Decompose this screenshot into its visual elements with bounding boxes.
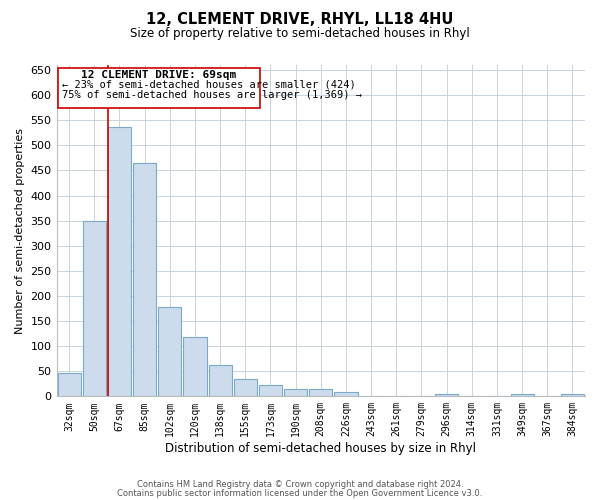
Bar: [158, 307, 181, 396]
Text: 12, CLEMENT DRIVE, RHYL, LL18 4HU: 12, CLEMENT DRIVE, RHYL, LL18 4HU: [146, 12, 454, 28]
Text: Size of property relative to semi-detached houses in Rhyl: Size of property relative to semi-detach…: [130, 28, 470, 40]
Y-axis label: Number of semi-detached properties: Number of semi-detached properties: [15, 128, 25, 334]
Text: Contains HM Land Registry data © Crown copyright and database right 2024.: Contains HM Land Registry data © Crown c…: [137, 480, 463, 489]
Bar: [435, 394, 458, 396]
Bar: [334, 392, 358, 396]
Bar: [259, 386, 282, 396]
X-axis label: Distribution of semi-detached houses by size in Rhyl: Distribution of semi-detached houses by …: [165, 442, 476, 455]
Bar: [511, 394, 533, 396]
Bar: [284, 389, 307, 396]
Bar: [234, 379, 257, 396]
Bar: [83, 220, 106, 396]
FancyBboxPatch shape: [58, 68, 260, 108]
Bar: [133, 163, 156, 396]
Bar: [209, 365, 232, 396]
Bar: [184, 337, 206, 396]
Text: 75% of semi-detached houses are larger (1,369) →: 75% of semi-detached houses are larger (…: [62, 90, 362, 100]
Bar: [309, 389, 332, 396]
Text: 12 CLEMENT DRIVE: 69sqm: 12 CLEMENT DRIVE: 69sqm: [82, 70, 237, 80]
Text: Contains public sector information licensed under the Open Government Licence v3: Contains public sector information licen…: [118, 489, 482, 498]
Bar: [58, 372, 80, 396]
Bar: [561, 394, 584, 396]
Text: ← 23% of semi-detached houses are smaller (424): ← 23% of semi-detached houses are smalle…: [62, 80, 355, 90]
Bar: [108, 126, 131, 396]
